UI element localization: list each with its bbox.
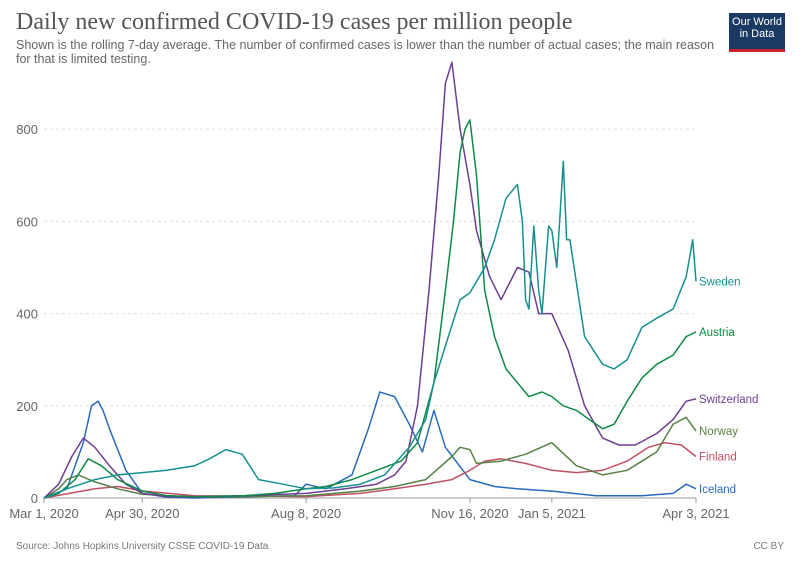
- y-tick-label: 400: [16, 307, 38, 322]
- series-label-austria[interactable]: Austria: [699, 327, 735, 339]
- chart-series: [43, 61, 697, 499]
- logo-line-2: in Data: [739, 28, 775, 40]
- series-line-austria[interactable]: [43, 119, 697, 499]
- y-tick-label: 0: [31, 491, 38, 506]
- y-axis-ticks: 0 200 400 600 800: [16, 122, 38, 506]
- series-label-norway[interactable]: Norway: [699, 426, 738, 438]
- x-tick-label: Jan 5, 2021: [518, 506, 586, 521]
- series-line-finland[interactable]: [43, 441, 697, 499]
- chart-title: Daily new confirmed COVID-19 cases per m…: [16, 9, 573, 35]
- series-label-iceland[interactable]: Iceland: [699, 484, 736, 496]
- chart-gridlines: [44, 128, 696, 407]
- y-tick-label: 600: [16, 214, 38, 229]
- x-tick-label: Aug 8, 2020: [271, 506, 341, 521]
- series-line-iceland[interactable]: [43, 391, 697, 499]
- x-tick-label: Nov 16, 2020: [431, 506, 508, 521]
- chart-subtitle: Shown is the rolling 7-day average. The …: [16, 38, 715, 66]
- logo-line-1: Our World: [732, 16, 782, 28]
- source-note[interactable]: Source: Johns Hopkins University CSSE CO…: [16, 541, 269, 552]
- x-tick-label: Apr 3, 2021: [662, 506, 729, 521]
- series-labels: Sweden Austria Switzerland Norway Finland Ice…: [699, 276, 758, 495]
- y-tick-label: 800: [16, 122, 38, 137]
- series-line-sweden[interactable]: [43, 160, 697, 499]
- owid-logo[interactable]: Our World in Data: [729, 13, 785, 52]
- license-link[interactable]: CC BY: [753, 541, 784, 552]
- series-line-norway[interactable]: [43, 416, 697, 499]
- series-label-finland[interactable]: Finland: [699, 452, 737, 464]
- series-label-sweden[interactable]: Sweden: [699, 276, 741, 288]
- series-label-switzerland[interactable]: Switzerland: [699, 394, 758, 406]
- x-tick-label: Apr 30, 2020: [105, 506, 179, 521]
- series-line-switzerland[interactable]: [43, 61, 697, 499]
- x-tick-label: Mar 1, 2020: [9, 506, 78, 521]
- y-tick-label: 200: [16, 399, 38, 414]
- x-axis: Mar 1, 2020 Apr 30, 2020 Aug 8, 2020 Nov 16…: [9, 497, 730, 521]
